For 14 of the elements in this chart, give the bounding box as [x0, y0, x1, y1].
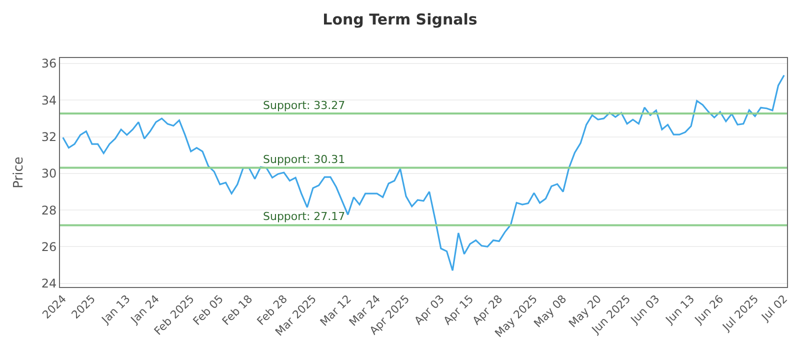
y-axis-title: Price [11, 156, 26, 188]
y-tick-label: 28 [41, 203, 57, 218]
y-tick-label: 36 [41, 56, 57, 71]
ref-line-label: Support: 33.27 [263, 99, 346, 112]
y-tick-label: 30 [41, 166, 57, 181]
ref-line-label: Support: 27.17 [263, 210, 346, 223]
y-tick-label: 26 [41, 240, 57, 254]
x-tick-label: Jul 02 [758, 292, 790, 324]
line-series [62, 74, 785, 272]
y-tick-label: 24 [41, 276, 57, 291]
chart-title: Long Term Signals [322, 10, 478, 28]
y-tick-label: 34 [41, 93, 57, 108]
ref-line-label: Support: 30.31 [263, 153, 346, 166]
y-tick-label: 32 [41, 130, 57, 144]
